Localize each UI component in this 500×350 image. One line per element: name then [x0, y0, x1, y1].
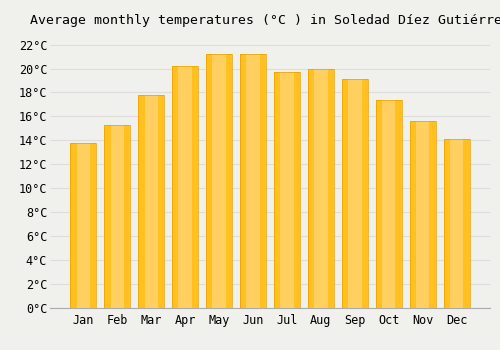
Bar [444, 139, 470, 308]
Bar [138, 95, 164, 308]
Bar [240, 54, 266, 308]
Bar [70, 143, 96, 308]
Bar [138, 95, 164, 308]
Bar [240, 54, 266, 308]
Bar [382, 100, 396, 308]
Bar [70, 143, 96, 308]
Bar [444, 139, 470, 308]
Title: Average monthly temperatures (°C ) in Soledad Díez Gutiérrez: Average monthly temperatures (°C ) in So… [30, 14, 500, 27]
Bar [280, 72, 293, 308]
Bar [342, 79, 368, 308]
Bar [104, 125, 130, 308]
Bar [206, 54, 233, 308]
Bar [144, 95, 158, 308]
Bar [76, 143, 90, 308]
Bar [274, 72, 300, 308]
Bar [308, 69, 334, 308]
Bar [212, 54, 226, 308]
Bar [376, 100, 402, 308]
Bar [342, 79, 368, 308]
Bar [104, 125, 130, 308]
Bar [172, 66, 199, 308]
Bar [314, 69, 328, 308]
Bar [172, 66, 199, 308]
Bar [308, 69, 334, 308]
Bar [450, 139, 464, 308]
Bar [376, 100, 402, 308]
Bar [246, 54, 260, 308]
Bar [410, 121, 436, 308]
Bar [348, 79, 362, 308]
Bar [206, 54, 233, 308]
Bar [178, 66, 192, 308]
Bar [416, 121, 430, 308]
Bar [110, 125, 124, 308]
Bar [410, 121, 436, 308]
Bar [274, 72, 300, 308]
